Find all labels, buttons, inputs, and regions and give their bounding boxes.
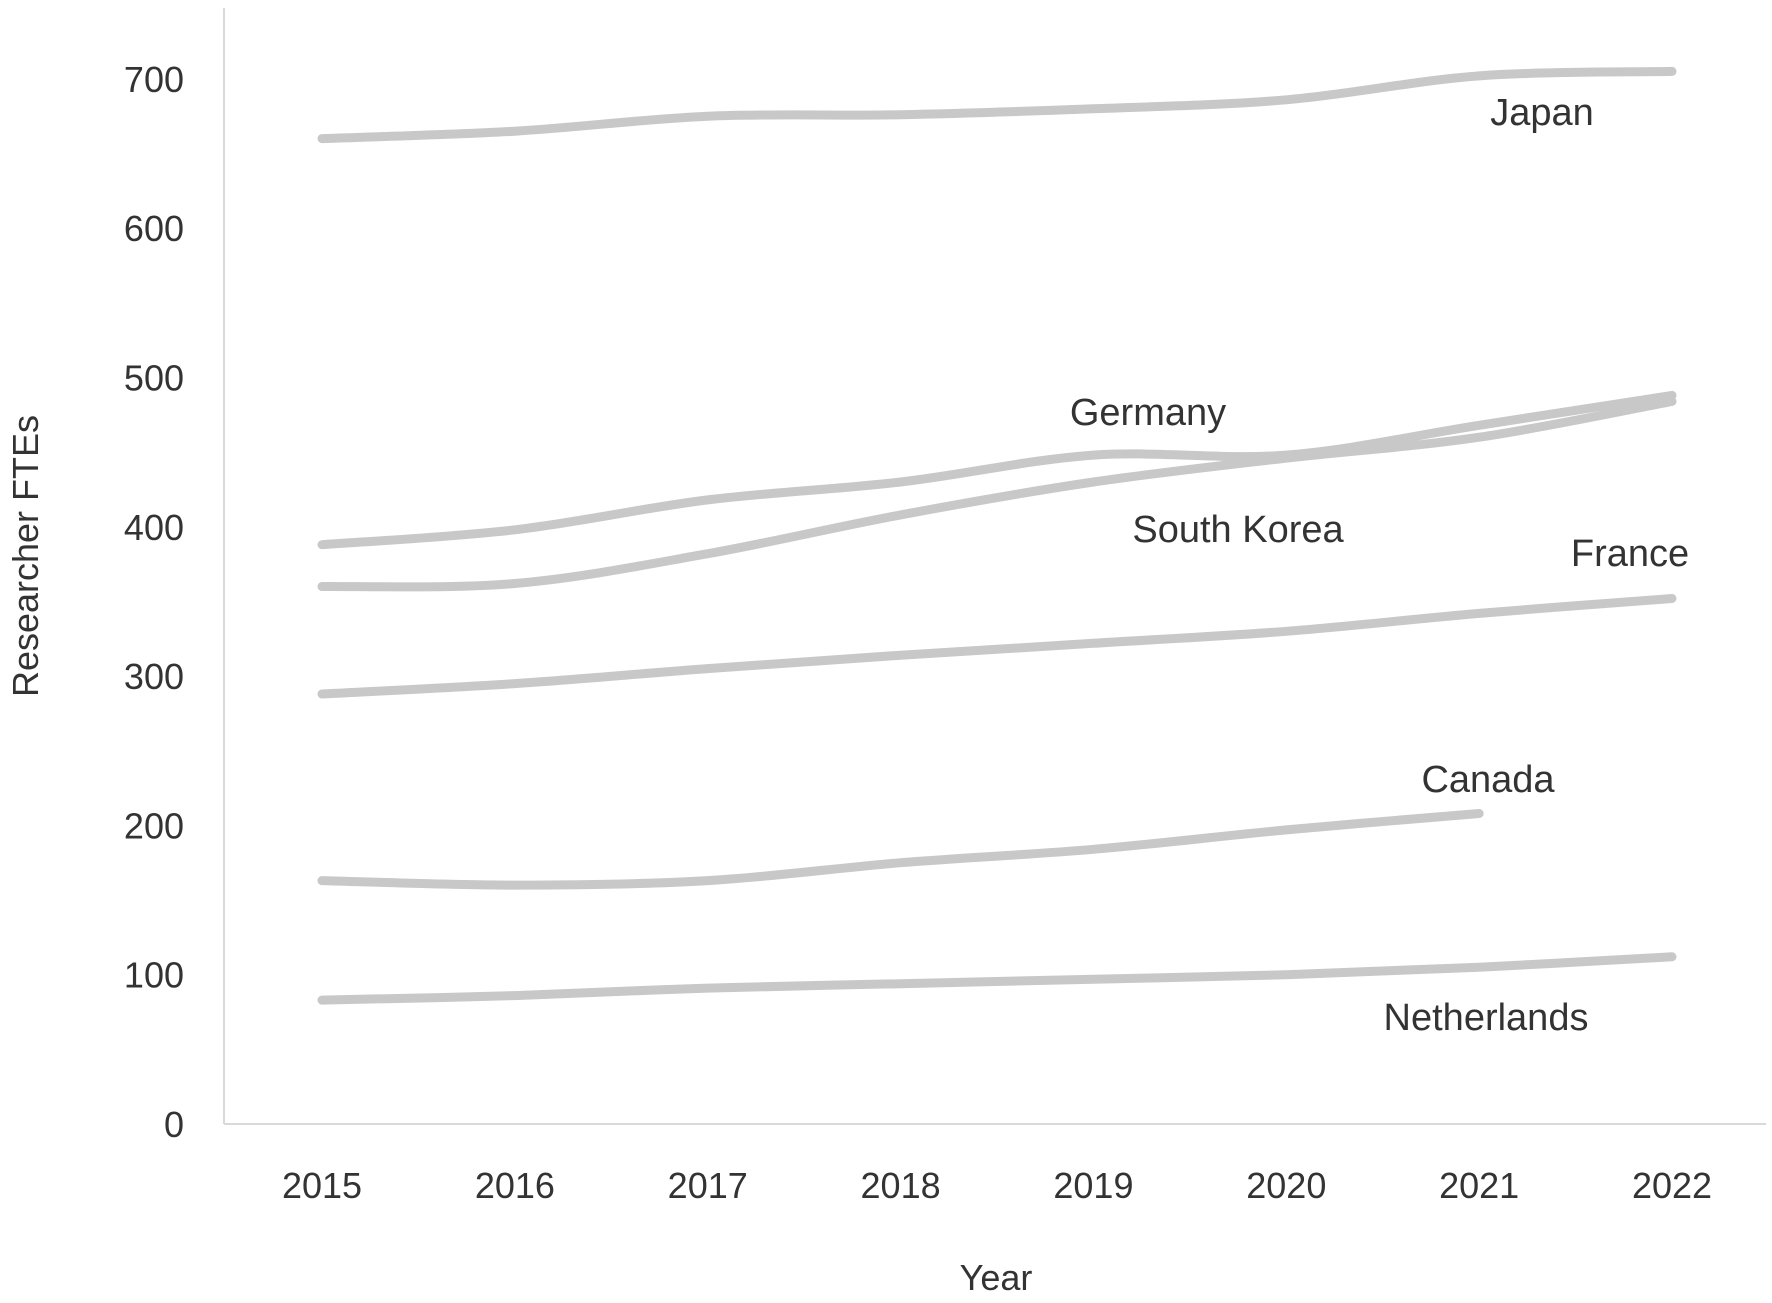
x-tick-label: 2017 — [668, 1165, 748, 1206]
y-tick-label: 400 — [124, 507, 184, 548]
series-line-canada — [317, 809, 1484, 890]
y-tick-labels: 0 100 200 300 400 500 600 700 — [124, 59, 184, 1145]
x-tick-label: 2016 — [475, 1165, 555, 1206]
series-line-netherlands — [317, 952, 1677, 1005]
series-line-germany — [317, 390, 1677, 550]
x-axis-title: Year — [960, 1257, 1033, 1298]
x-tick-label: 2020 — [1246, 1165, 1326, 1206]
y-tick-label: 600 — [124, 208, 184, 249]
series-label-germany: Germany — [1070, 392, 1226, 434]
y-tick-label: 500 — [124, 358, 184, 399]
series-label-netherlands: Netherlands — [1384, 997, 1589, 1039]
y-tick-label: 100 — [124, 955, 184, 996]
series-label-france: France — [1571, 533, 1689, 575]
series-line-south-korea — [317, 396, 1677, 592]
series-label-canada: Canada — [1421, 759, 1555, 801]
series-label-japan: Japan — [1490, 92, 1594, 134]
x-tick-label: 2021 — [1439, 1165, 1519, 1206]
series-line-japan — [317, 66, 1677, 144]
series-line-france — [317, 594, 1677, 699]
y-tick-label: 700 — [124, 59, 184, 100]
y-tick-label: 200 — [124, 805, 184, 846]
y-axis-title: Researcher FTEs — [5, 415, 46, 697]
axes — [223, 8, 1766, 1125]
series-labels: Japan Germany South Korea France Canada Nethe… — [1070, 92, 1689, 1039]
y-tick-label: 300 — [124, 656, 184, 697]
y-tick-label: 0 — [164, 1104, 184, 1145]
x-tick-label: 2022 — [1632, 1165, 1712, 1206]
series-lines — [317, 66, 1677, 1005]
x-tick-label: 2015 — [282, 1165, 362, 1206]
series-label-south-korea: South Korea — [1132, 509, 1344, 551]
x-tick-label: 2018 — [861, 1165, 941, 1206]
x-tick-label: 2019 — [1053, 1165, 1133, 1206]
x-tick-labels: 2015 2016 2017 2018 2019 2020 2021 2022 — [282, 1165, 1712, 1206]
